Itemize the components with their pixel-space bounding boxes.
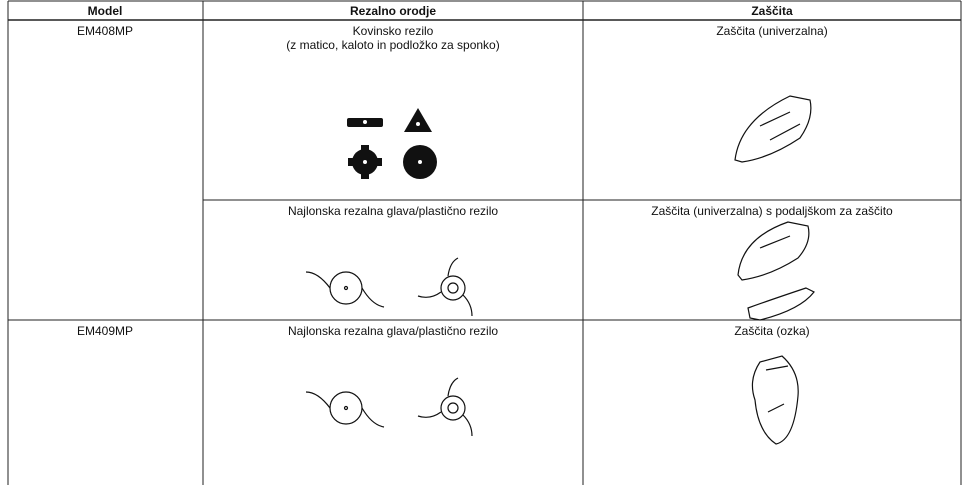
tool-cell: Najlonska rezalna glava/plastično rezilo: [288, 324, 498, 338]
tool-cell: (z matico, kaloto in podložko za sponko): [286, 38, 499, 52]
tool-cell: Kovinsko rezilo: [353, 24, 434, 38]
guard-cell: Zaščita (univerzalna) s podaljškom za za…: [651, 204, 893, 218]
guard-cell: Zaščita (univerzalna): [716, 24, 827, 38]
tool-cell: Najlonska rezalna glava/plastično rezilo: [288, 204, 498, 218]
model-cell: EM409MP: [77, 324, 133, 338]
table-borders: [7, 0, 962, 485]
header-cell: Zaščita: [751, 4, 793, 18]
metal-blades-icon: [347, 108, 437, 179]
guard-icons: [734, 95, 815, 445]
model-cell: EM408MP: [77, 24, 133, 38]
nylon-head-icons: [305, 257, 473, 437]
guard-cell: Zaščita (ozka): [734, 324, 809, 338]
header-cell: Rezalno orodje: [350, 4, 436, 18]
header-cell: Model: [88, 4, 123, 18]
